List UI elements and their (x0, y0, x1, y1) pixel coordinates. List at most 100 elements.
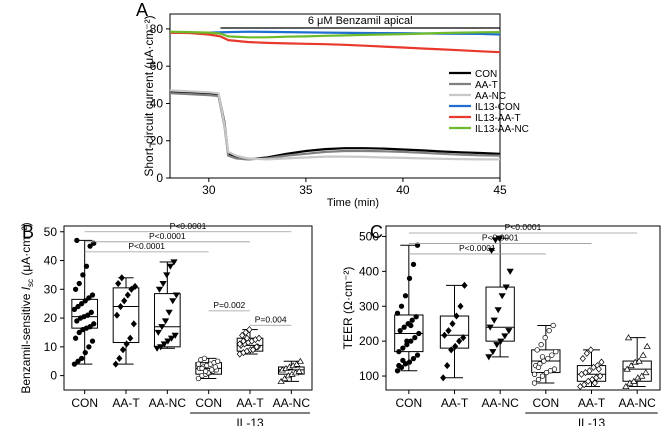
data-point (506, 268, 514, 275)
data-point (448, 346, 455, 354)
data-point (412, 335, 418, 341)
panel-b-category-label: CON (195, 396, 222, 410)
data-point (71, 361, 78, 367)
data-point (124, 291, 131, 299)
data-point (117, 303, 124, 311)
data-point (172, 292, 180, 299)
data-point (457, 302, 464, 310)
data-point (549, 352, 555, 358)
panel-b-comparison-label: P=0.002 (213, 300, 245, 310)
data-point (406, 359, 413, 365)
panel-a-xlabel: Time (min) (327, 197, 379, 209)
data-point (416, 330, 422, 337)
data-point (80, 272, 86, 278)
panel-b-ylabel-var: I (19, 286, 33, 290)
data-point (441, 331, 448, 339)
data-point (72, 335, 79, 341)
data-point (627, 362, 635, 369)
data-point (542, 335, 548, 341)
data-point (396, 362, 402, 369)
panel-a-ytick-label: 40 (150, 96, 164, 110)
data-point (240, 337, 247, 345)
data-point (277, 377, 285, 384)
panel-a-ytick-label: 0 (156, 171, 163, 185)
data-point (246, 326, 253, 334)
data-point (461, 281, 468, 289)
data-point (157, 344, 165, 351)
data-point (253, 343, 260, 351)
data-point (452, 342, 459, 350)
data-point (595, 365, 602, 373)
data-point (74, 237, 80, 244)
data-point (579, 355, 586, 363)
data-point (490, 317, 498, 324)
panel-c-category-label: AA-T (441, 396, 469, 410)
data-point (394, 310, 401, 316)
data-point (535, 376, 542, 383)
data-point (243, 334, 251, 342)
panel-b-box-3 (195, 355, 222, 382)
data-point (87, 324, 93, 330)
data-point (409, 317, 415, 323)
panel-b-comparison-label: P<0.0001 (149, 231, 186, 241)
data-point (201, 355, 208, 362)
data-point (445, 327, 452, 335)
panel-c-ytick-label: 500 (359, 229, 379, 243)
data-point (410, 355, 417, 362)
data-point (635, 357, 643, 364)
data-point (402, 293, 409, 299)
data-point (85, 312, 91, 318)
data-point (128, 285, 135, 293)
data-point (199, 365, 205, 372)
panel-b-box-1 (112, 274, 140, 368)
panel-b-ytick-label: 0 (50, 369, 57, 383)
legend-label-aa-t: AA-T (475, 80, 498, 91)
panel-c-ylabel-prefix: TEER (341, 314, 355, 349)
data-point (398, 303, 405, 309)
panel-a-ytick-label: 80 (150, 22, 164, 36)
data-point (203, 368, 209, 374)
panel-c-box-2 (485, 235, 515, 361)
data-point (494, 307, 502, 314)
data-point (587, 346, 594, 354)
panel-c-category-label: CON (532, 396, 559, 410)
box-iqr (154, 293, 181, 348)
data-point (453, 312, 460, 320)
panel-c-box-1 (439, 281, 470, 382)
data-point (396, 348, 402, 355)
data-point (165, 309, 173, 316)
data-point (539, 354, 546, 360)
data-point (82, 349, 88, 356)
data-point (624, 334, 633, 341)
series-line-il13-aa-nc (169, 30, 501, 39)
data-point (119, 346, 127, 354)
data-point (440, 374, 447, 382)
data-point (531, 380, 538, 386)
data-point (414, 352, 421, 358)
panel-b-category-label: AA-NC (273, 396, 311, 410)
legend-label-aa-nc: AA-NC (475, 91, 506, 102)
panel-c-letter: C (370, 222, 383, 242)
data-point (170, 259, 178, 266)
panel-a-ylabel: Short-circuit current (μA·cm⁻²) (142, 15, 156, 176)
data-point (239, 331, 246, 339)
data-point (159, 280, 167, 288)
data-point (153, 345, 161, 352)
data-point (400, 357, 406, 363)
panel-b-ytick-label: 30 (44, 282, 58, 296)
data-point (460, 334, 467, 342)
data-point (497, 338, 505, 345)
data-point (164, 338, 172, 345)
data-point (88, 309, 94, 315)
data-point (75, 358, 81, 364)
legend-label-il13-aa-t: IL13-AA-T (475, 113, 521, 124)
data-point (295, 367, 303, 374)
panel-b-ylabel-unit: (μA·cm⁻²) (19, 222, 33, 279)
data-point (397, 328, 403, 334)
data-point (281, 375, 289, 382)
legend-label-il13-aa-nc: IL13-AA-NC (475, 124, 529, 135)
data-point (116, 354, 123, 362)
panel-a-xtick-label: 30 (202, 183, 216, 197)
data-point (83, 263, 90, 269)
